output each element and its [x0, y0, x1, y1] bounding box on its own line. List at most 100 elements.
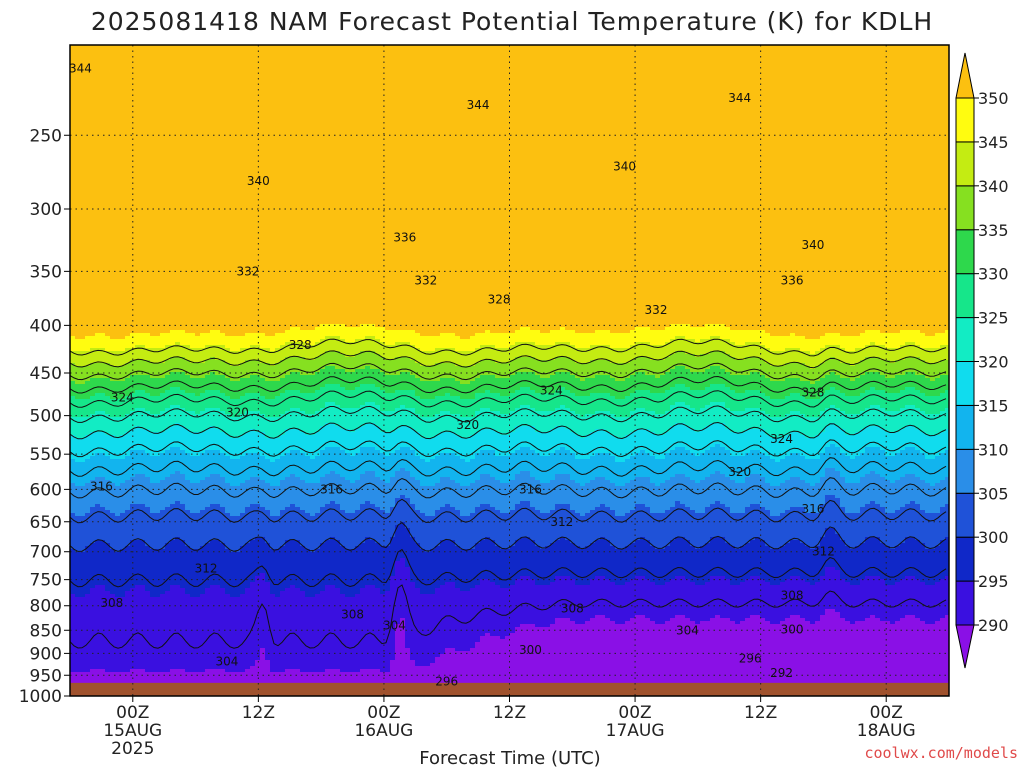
field-cell [220, 588, 226, 670]
y-tick-label: 250 [30, 126, 62, 146]
field-cell [180, 669, 186, 696]
field-cell [405, 471, 411, 499]
field-cell [575, 333, 581, 349]
credit-link[interactable]: coolwx.com/models [864, 744, 1018, 762]
contour-label: 320 [728, 465, 751, 479]
field-cell [285, 375, 291, 391]
field-cell [255, 660, 261, 696]
field-cell [890, 45, 896, 334]
field-cell [735, 483, 741, 514]
field-cell [510, 393, 516, 412]
field-cell [555, 450, 561, 475]
field-cell [670, 45, 676, 325]
field-cell [110, 594, 116, 673]
field-cell [370, 504, 376, 541]
field-cell [500, 456, 506, 484]
field-cell [785, 45, 791, 337]
x-tick-label: 00Z [116, 703, 149, 723]
field-cell [120, 549, 126, 598]
field-cell [330, 471, 336, 502]
field-cell [220, 360, 226, 376]
field-cell [590, 333, 596, 346]
field-cell [250, 333, 256, 346]
field-cell [400, 618, 406, 696]
field-cell [410, 330, 416, 346]
field-cell [325, 504, 331, 541]
field-cell [215, 345, 221, 361]
field-cell [575, 459, 581, 484]
field-cell [435, 456, 441, 484]
field-cell [640, 615, 646, 696]
field-cell [510, 432, 516, 454]
field-cell [290, 390, 296, 409]
field-cell [695, 456, 701, 484]
field-cell [180, 45, 186, 331]
field-cell [540, 333, 546, 346]
field-cell [710, 402, 716, 424]
field-cell [415, 363, 421, 379]
field-cell [595, 345, 601, 361]
field-cell [195, 456, 201, 484]
field-cell [865, 45, 871, 331]
field-cell [820, 378, 826, 394]
field-cell [450, 363, 456, 379]
field-cell [175, 372, 181, 388]
field-cell [150, 348, 156, 364]
field-cell [395, 429, 401, 451]
field-cell [880, 45, 886, 334]
field-cell [560, 405, 566, 427]
field-cell [825, 360, 831, 376]
field-cell [670, 507, 676, 541]
field-cell [795, 432, 801, 454]
field-cell [245, 507, 251, 544]
field-cell [405, 342, 411, 358]
field-cell [445, 411, 451, 433]
field-cell [490, 450, 496, 478]
field-cell [695, 513, 701, 550]
field-cell [530, 579, 536, 625]
field-cell [580, 516, 586, 550]
field-cell [490, 540, 496, 583]
field-cell [370, 669, 376, 696]
field-cell [600, 504, 606, 538]
field-cell [865, 447, 871, 475]
field-cell [70, 459, 76, 484]
field-cell [540, 345, 546, 361]
field-cell [790, 45, 796, 334]
field-cell [680, 336, 686, 352]
field-cell [495, 45, 501, 334]
field-cell [370, 324, 376, 337]
field-cell [890, 513, 896, 550]
field-cell [835, 360, 841, 376]
field-cell [465, 384, 471, 400]
field-cell [530, 45, 536, 331]
field-cell [570, 360, 576, 376]
field-cell [445, 432, 451, 454]
field-cell [595, 507, 601, 541]
field-cell [785, 336, 791, 349]
field-cell [480, 375, 486, 394]
field-cell [185, 453, 191, 481]
field-cell [510, 45, 516, 334]
field-cell [595, 45, 601, 331]
field-cell [315, 327, 321, 343]
field-cell [80, 417, 86, 439]
field-cell [680, 447, 686, 475]
field-cell [475, 333, 481, 349]
field-cell [755, 429, 761, 451]
field-cell [690, 480, 696, 511]
field-cell [270, 366, 276, 382]
field-cell [230, 438, 236, 460]
field-cell [805, 351, 811, 367]
field-cell [865, 330, 871, 346]
field-cell [920, 360, 926, 376]
field-cell [600, 345, 606, 361]
field-cell [880, 429, 886, 451]
field-cell [710, 336, 716, 352]
field-cell [635, 453, 641, 478]
field-cell [740, 411, 746, 433]
field-cell [230, 417, 236, 439]
contour-label: 344 [467, 98, 490, 112]
field-cell [115, 438, 121, 460]
field-cell [835, 426, 841, 448]
